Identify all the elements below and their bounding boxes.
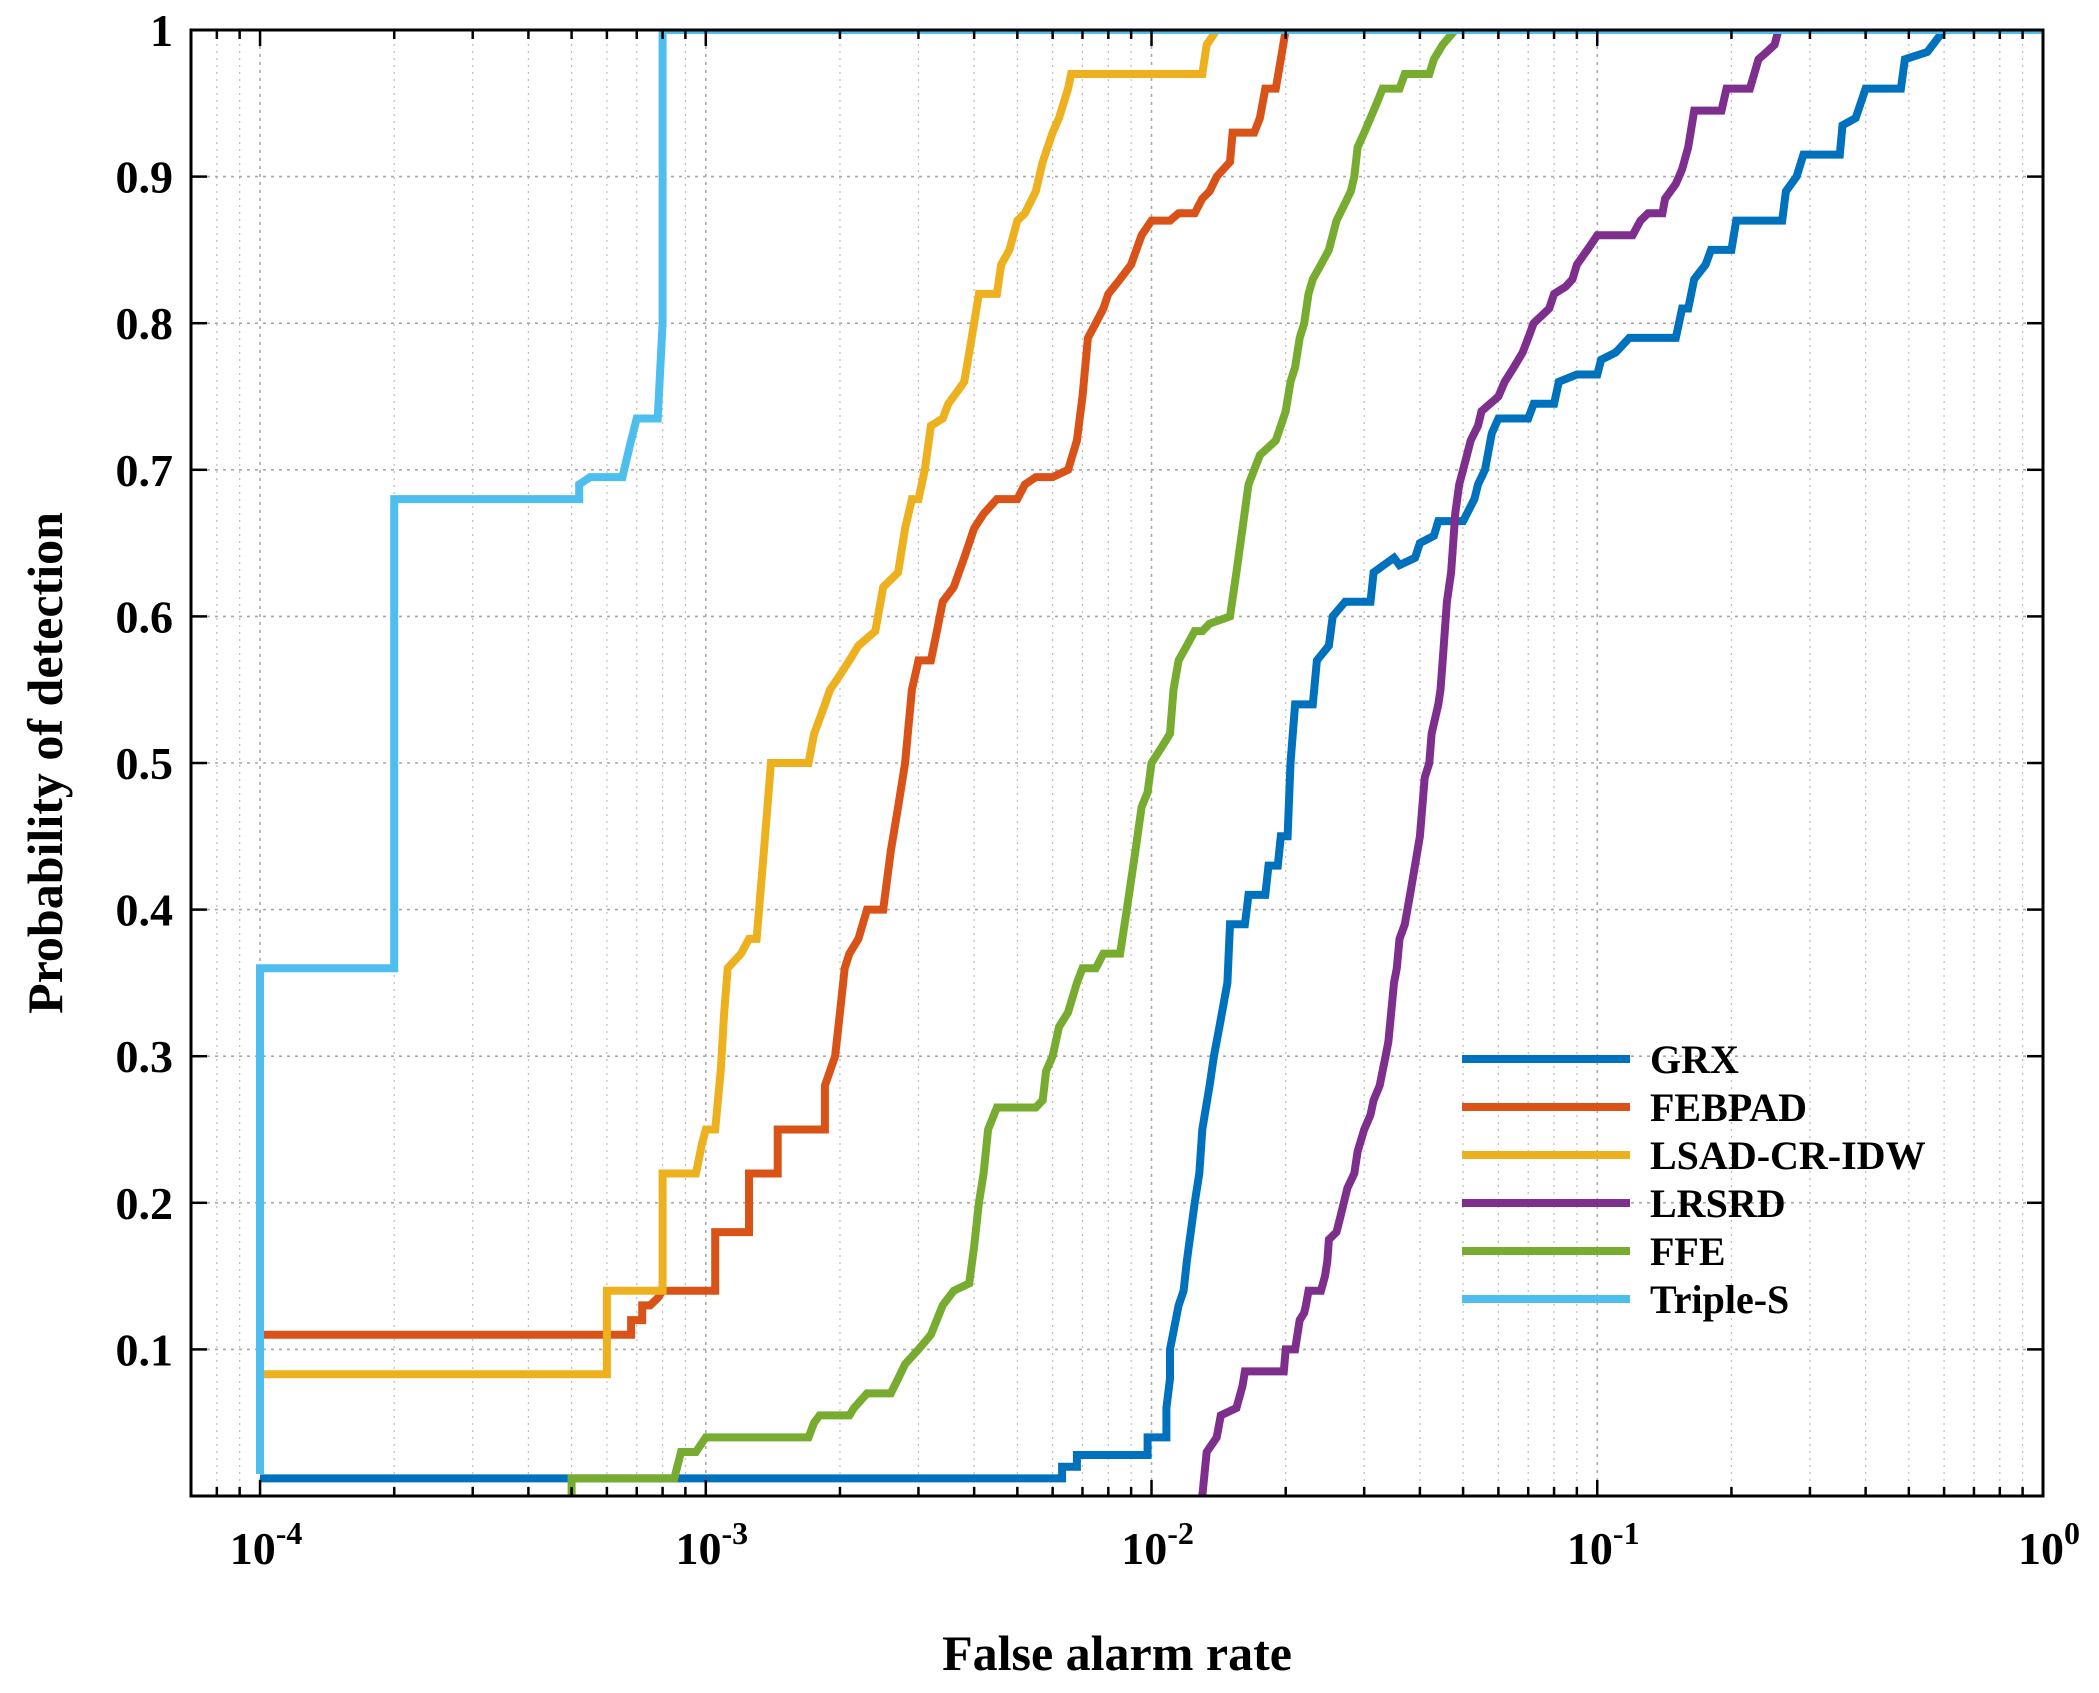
y-tick-label: 0.8 [116, 298, 174, 349]
x-tick-label: 100 [2018, 1515, 2080, 1574]
legend-label-lrsrd: LRSRD [1650, 1181, 1786, 1226]
y-tick-label: 0.2 [116, 1178, 174, 1229]
y-tick-label: 0.9 [116, 152, 174, 203]
x-tick-label: 10-1 [1567, 1515, 1640, 1574]
y-tick-label: 1 [150, 5, 173, 56]
x-tick-label: 10-3 [675, 1515, 748, 1574]
series-lines [256, 30, 2043, 1496]
y-tick-label: 0.7 [116, 445, 174, 496]
y-axis-title: Probability of detection [17, 512, 73, 1014]
x-tick-label: 10-2 [1121, 1515, 1194, 1574]
legend-label-triple-s: Triple-S [1650, 1277, 1789, 1322]
series-line-grx [260, 30, 2043, 1483]
axes: 0.1 0.2 0.3 0.4 0.5 0.6 0.7 0.8 0.9 1 10-4 10-3 10-2… [116, 5, 2081, 1574]
legend-label-lsad-cr-idw: LSAD-CR-IDW [1650, 1133, 1926, 1178]
y-tick-label: 0.1 [116, 1324, 174, 1375]
legend-label-ffe: FFE [1650, 1229, 1726, 1274]
series-line-ffe [567, 30, 1459, 1496]
y-tick-label: 0.6 [116, 591, 174, 642]
y-tick-label: 0.4 [116, 885, 174, 936]
y-tick-label: 0.3 [116, 1031, 174, 1082]
series-line-lrsrd [1198, 30, 1783, 1496]
y-tick-label: 0.5 [116, 738, 174, 789]
series-line-febpad [260, 30, 1290, 1339]
x-tick-label: 10-4 [230, 1515, 303, 1574]
x-axis-title: False alarm rate [942, 1625, 1292, 1681]
legend-label-febpad: FEBPAD [1650, 1085, 1807, 1130]
series-line-triple-s [256, 30, 2043, 1474]
series-line-lsad-cr-idw [256, 30, 1221, 1474]
legend-label-grx: GRX [1650, 1037, 1739, 1082]
